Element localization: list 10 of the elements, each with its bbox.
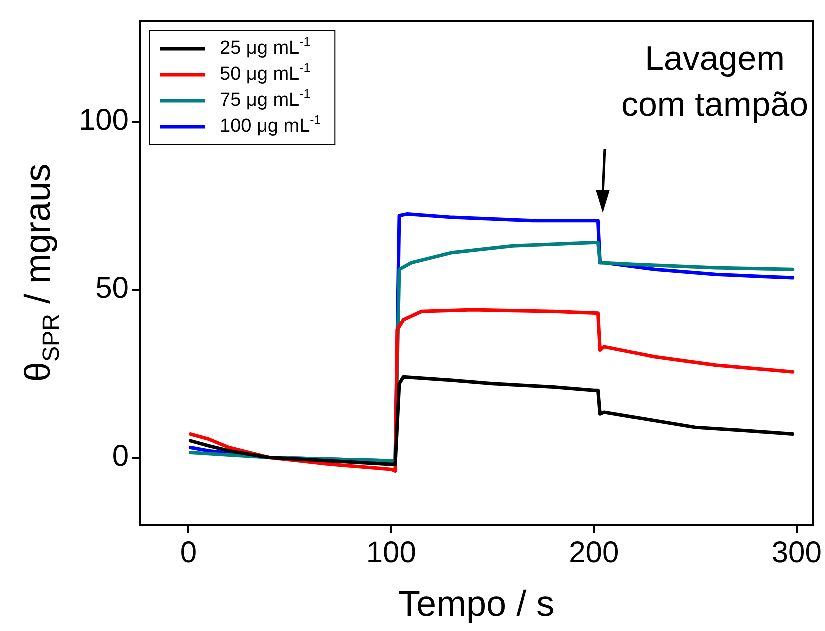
x-tick-label: 300 bbox=[772, 536, 822, 570]
y-tick-label: 0 bbox=[112, 440, 129, 474]
y-tick-label: 50 bbox=[96, 272, 129, 306]
x-tick-label: 0 bbox=[180, 536, 198, 570]
annotation: Lavagem com tampão bbox=[620, 39, 810, 126]
x-tick-label: 100 bbox=[366, 536, 416, 570]
x-tick-label: 200 bbox=[569, 536, 620, 570]
y-tick-label: 100 bbox=[78, 104, 129, 138]
x-axis-title: Tempo / s bbox=[398, 582, 555, 624]
y-axis-title: θSPR / mgraus bbox=[16, 164, 64, 382]
